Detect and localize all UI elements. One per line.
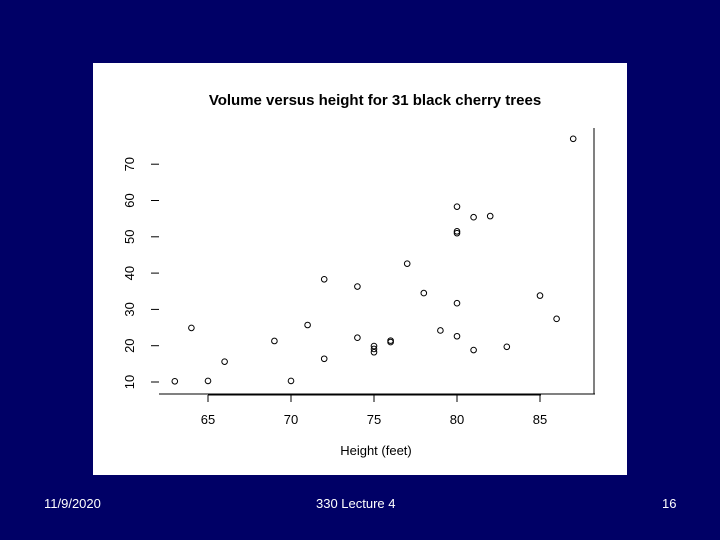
x-tick-label: 85: [533, 412, 547, 427]
data-points: [171, 135, 577, 385]
y-tick-label: 40: [122, 266, 137, 280]
footer-date: 11/9/2020: [44, 496, 101, 511]
data-point: [437, 327, 444, 334]
data-point: [420, 289, 428, 297]
data-point: [304, 321, 311, 329]
data-point: [171, 377, 179, 385]
data-point: [370, 342, 378, 350]
data-point: [470, 213, 477, 221]
scatter-chart: Volume versus height for 31 black cherry…: [122, 92, 595, 458]
data-point: [536, 292, 544, 299]
data-point: [354, 283, 361, 290]
data-point: [453, 299, 461, 307]
data-point: [453, 203, 461, 210]
y-tick-label: 70: [122, 157, 137, 171]
footer-page-number: 16: [662, 496, 677, 511]
data-point: [221, 358, 228, 365]
plot-panel: Volume versus height for 31 black cherry…: [93, 63, 627, 475]
x-axis-label: Height (feet): [340, 443, 412, 458]
y-tick-label: 60: [122, 193, 137, 207]
data-point: [553, 315, 560, 323]
data-point: [503, 343, 511, 351]
data-point: [370, 345, 378, 353]
x-tick-label: 70: [284, 412, 298, 427]
data-point: [470, 346, 477, 354]
y-tick-label: 10: [122, 375, 137, 389]
chart-title: Volume versus height for 31 black cherry…: [209, 92, 541, 109]
y-tick-label: 30: [122, 302, 137, 316]
data-point: [569, 135, 577, 143]
x-tick-label: 65: [201, 412, 215, 427]
data-point: [320, 355, 328, 363]
data-point: [370, 348, 378, 356]
data-point: [453, 332, 461, 340]
y-ticks: 10 20 30 40 50 60 70: [122, 157, 159, 389]
y-tick-label: 50: [122, 230, 137, 244]
y-tick-label: 20: [122, 338, 137, 352]
data-point: [453, 229, 461, 237]
data-point: [287, 377, 295, 385]
data-point: [354, 334, 361, 342]
data-point: [387, 337, 394, 344]
x-tick-label: 75: [367, 412, 381, 427]
x-tick-label: 80: [450, 412, 464, 427]
data-point: [204, 377, 212, 385]
x-ticks: 65 70 75 80 85: [201, 395, 547, 427]
data-point: [403, 260, 411, 267]
data-point: [271, 337, 278, 345]
data-point: [188, 324, 195, 332]
data-point: [453, 228, 461, 235]
data-point: [320, 275, 328, 283]
footer-lecture: 330 Lecture 4: [316, 496, 396, 511]
data-point: [486, 212, 494, 220]
